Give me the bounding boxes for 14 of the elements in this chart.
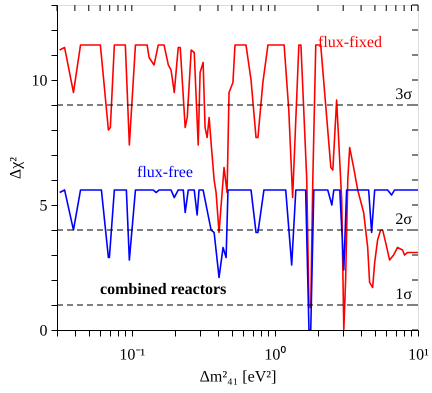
ref-line-label: 1σ <box>395 286 412 303</box>
x-axis-title: Δm²₄₁ [eV²] <box>200 368 276 386</box>
series-label: flux-free <box>137 164 193 181</box>
ref-line-label: 3σ <box>395 86 412 103</box>
ref-line-label: 2σ <box>395 211 412 228</box>
y-tick-label: 10 <box>32 72 48 90</box>
series-label: flux-fixed <box>318 34 382 51</box>
y-tick-label: 0 <box>40 322 48 340</box>
x-tick-label: 10¹ <box>408 346 430 364</box>
annotation: combined reactors <box>100 281 226 298</box>
x-tick-label: 10⁰ <box>264 346 286 364</box>
y-axis-title: Δχ² <box>8 156 24 180</box>
y-tick-label: 5 <box>40 198 48 214</box>
x-tick-label: 10⁻¹ <box>119 346 146 364</box>
